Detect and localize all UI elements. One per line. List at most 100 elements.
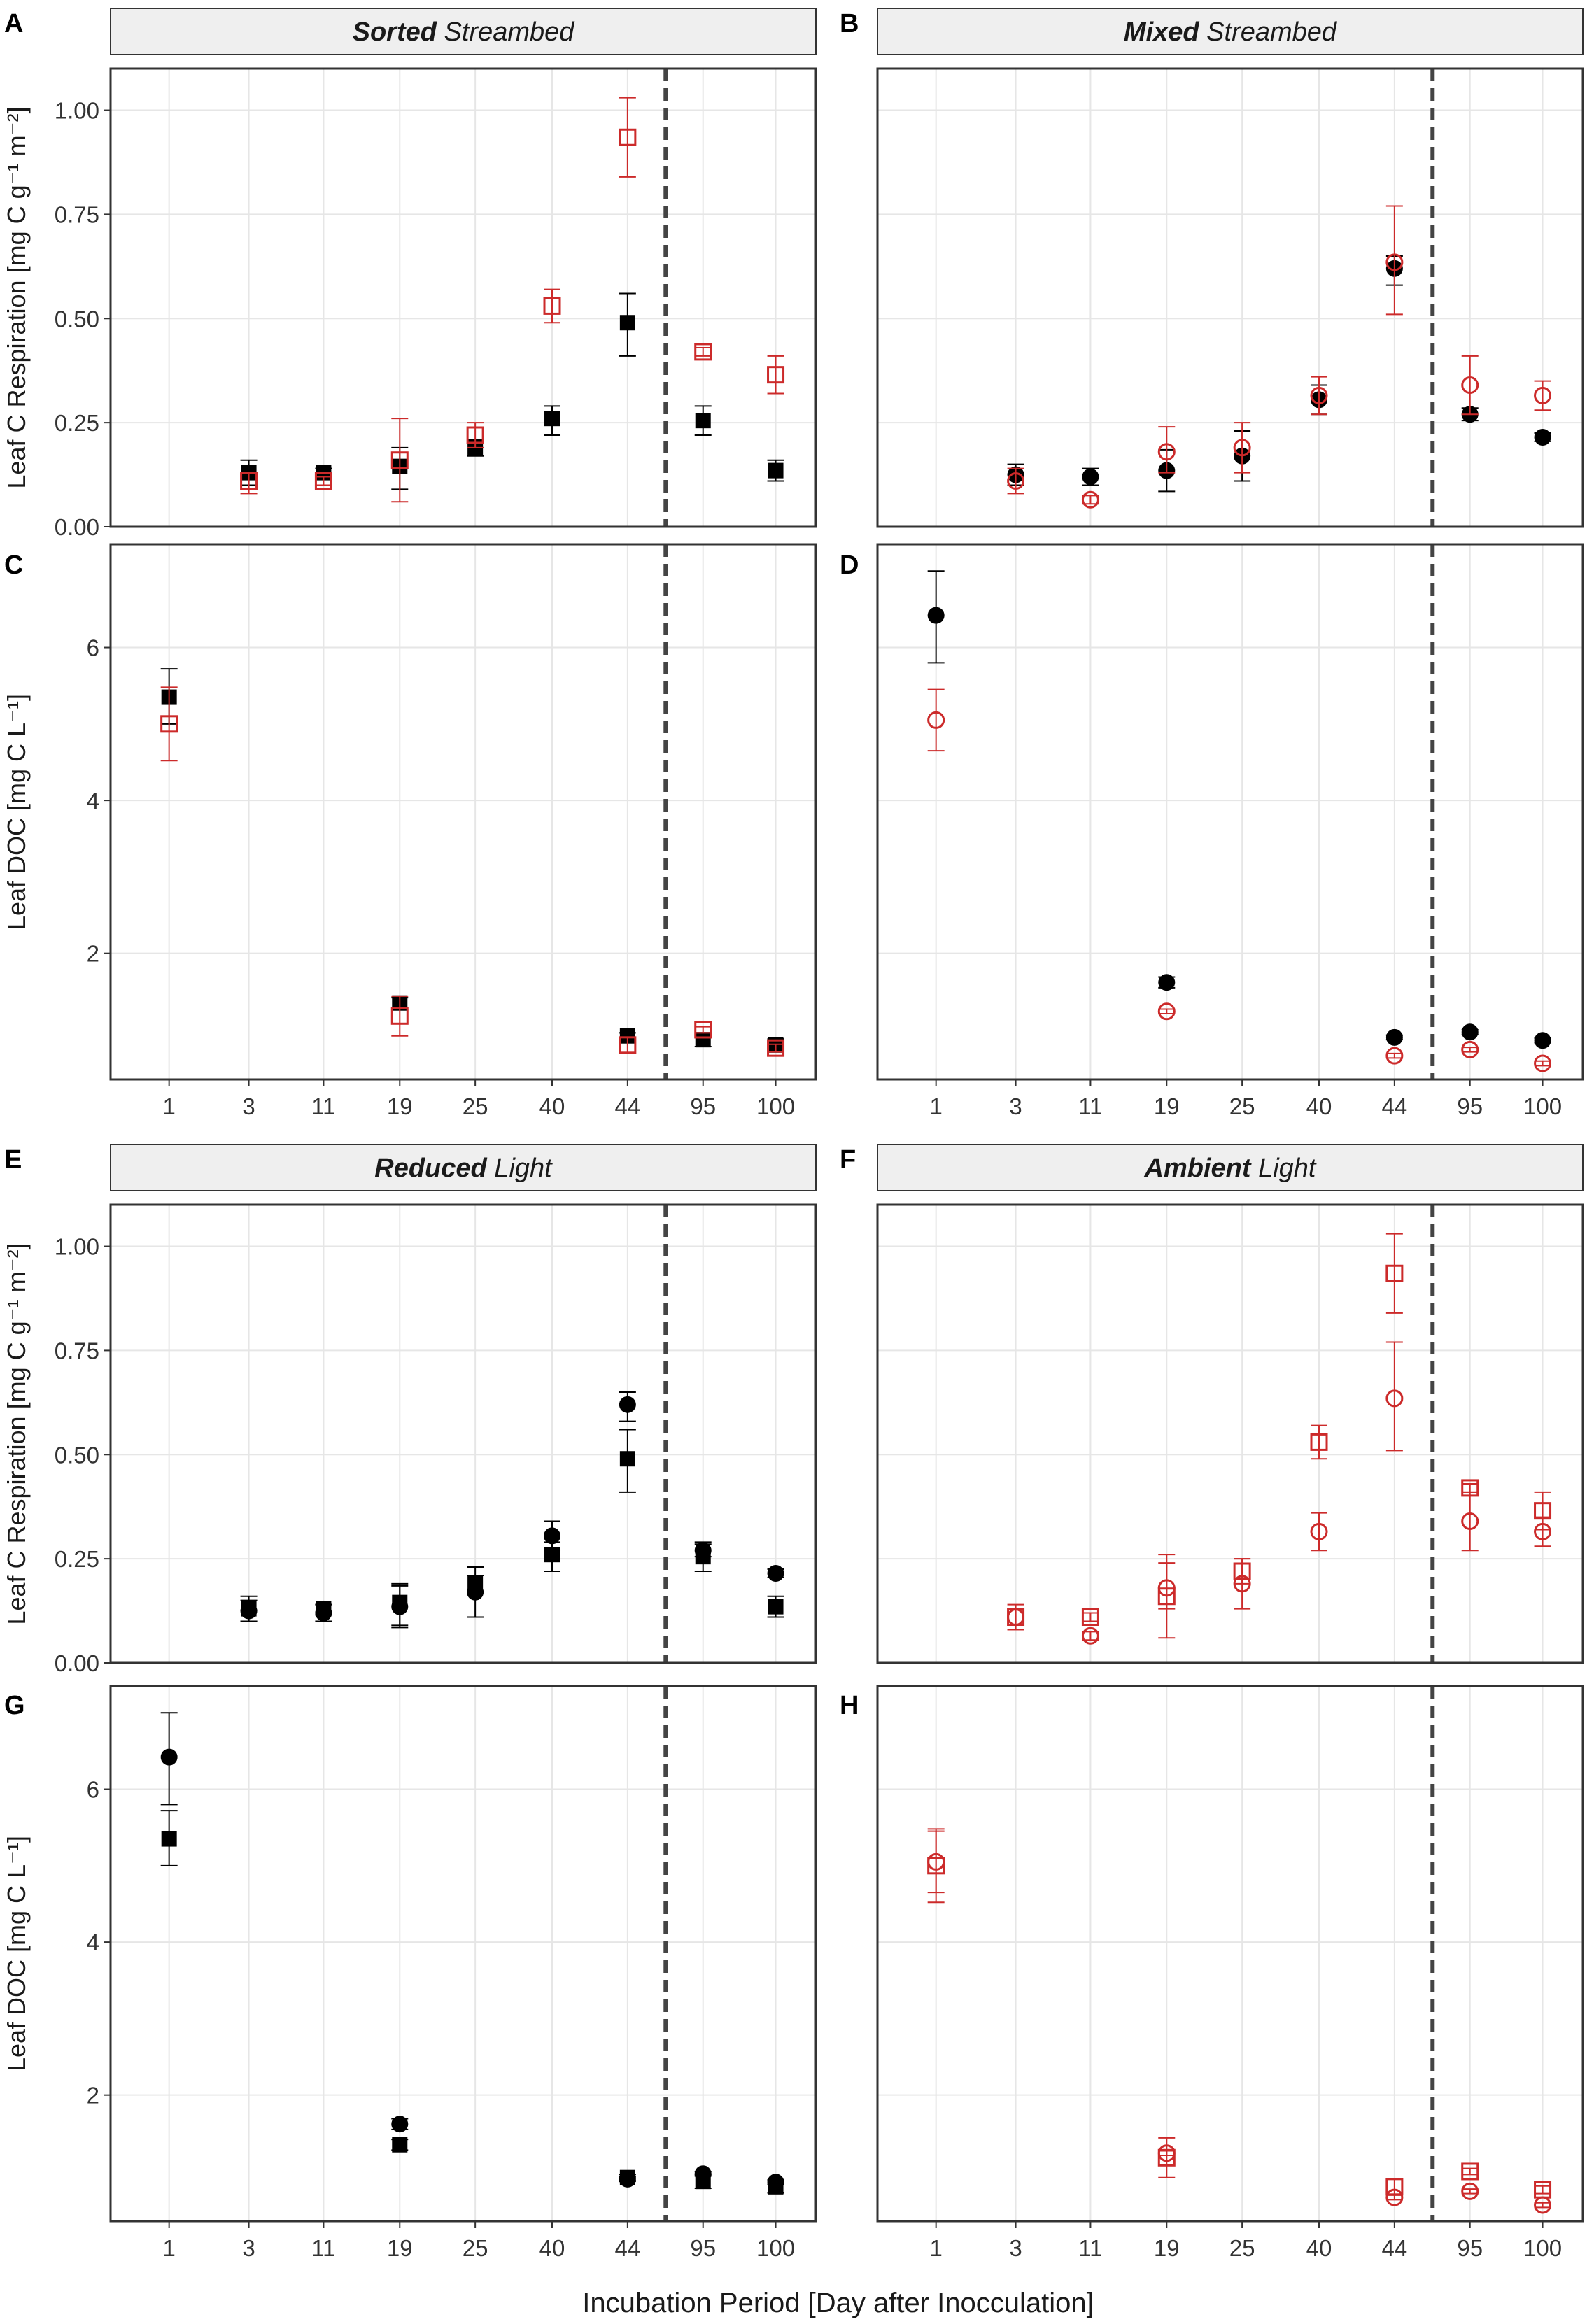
data-point [1385, 253, 1404, 271]
panel-a: A Sorted Streambed 0.00 0.25 0.50 0.75 1.00 Lea… [2, 8, 817, 540]
data-point [391, 2116, 409, 2133]
data-point [1534, 1522, 1552, 1540]
x-tick-label: 1 [162, 2235, 175, 2261]
data-point [768, 462, 784, 479]
data-point [619, 315, 635, 331]
data-point [619, 2170, 636, 2188]
panel-border [109, 67, 817, 528]
y-axis-title: Leaf DOC [mg C L⁻¹] [2, 1836, 31, 2071]
panel-g: G 2 4 6 Leaf DOC [mg C L⁻¹] 1 3 11 19 25 40 44 95 100 [2, 1685, 817, 2261]
series [240, 1391, 784, 1629]
strip-title: Ambient Light [1144, 1154, 1317, 1183]
strip-header [877, 1144, 1584, 1191]
data-point [768, 1599, 784, 1615]
data-point [927, 1852, 945, 1871]
plot-area [111, 69, 816, 527]
y-tick-label: 1.00 [55, 98, 99, 124]
data-point [1461, 2162, 1479, 2181]
panel-f: F Ambient Light [840, 1144, 1584, 1664]
x-tick-label: 100 [1523, 1093, 1562, 1119]
data-point [1385, 2178, 1404, 2196]
strip-title-bold: Mixed [1124, 17, 1199, 47]
panel-border [109, 1203, 817, 1664]
x-tick-label: 100 [756, 2235, 795, 2261]
x-tick-label: 19 [1154, 1093, 1180, 1119]
data-point [619, 1036, 637, 1054]
strip-title-bold: Reduced [374, 1154, 487, 1183]
series [160, 1712, 784, 2191]
data-point [1534, 386, 1552, 404]
x-tick-label: 40 [539, 1093, 565, 1119]
y-tick-label: 4 [87, 1929, 99, 1955]
data-point [466, 426, 484, 444]
data-point [619, 128, 637, 146]
x-tick-label: 40 [539, 2235, 565, 2261]
data-point [1081, 1608, 1099, 1626]
strip-title-rest: Streambed [1199, 17, 1338, 47]
data-point [1385, 1264, 1404, 1282]
plot-area [111, 544, 816, 1079]
data-point [1461, 1512, 1479, 1531]
data-point [1385, 1047, 1404, 1065]
data-point [927, 711, 945, 729]
x-tick-label: 1 [162, 1093, 175, 1119]
panel-border [876, 67, 1584, 528]
data-point [1310, 1433, 1328, 1451]
panel-border [109, 543, 817, 1081]
data-point [1534, 428, 1551, 446]
y-tick-label: 6 [87, 635, 99, 661]
data-point [1081, 490, 1099, 509]
data-point [1233, 1575, 1251, 1593]
data-point [1385, 2188, 1404, 2206]
series [1007, 1341, 1552, 1645]
data-point [544, 411, 560, 427]
data-point [1007, 1608, 1025, 1626]
x-tick-label: 40 [1306, 2235, 1332, 2261]
data-point [619, 1396, 636, 1413]
y-tick-label: 4 [87, 788, 99, 814]
data-point [1157, 1579, 1176, 1597]
panel-d: D 1 3 11 19 25 40 44 95 100 [840, 543, 1584, 1119]
strip-title-bold: Sorted [353, 17, 437, 47]
x-tick-label: 3 [242, 2235, 255, 2261]
x-tick-label: 1 [929, 1093, 942, 1119]
panel-label: C [4, 551, 23, 580]
series [240, 97, 785, 503]
data-point [390, 451, 409, 469]
y-axis-title: Leaf C Respiration [mg C g⁻¹ m⁻²] [2, 1242, 31, 1624]
data-point [391, 1598, 409, 1615]
data-point [695, 1032, 711, 1048]
series [927, 1830, 1552, 2214]
x-tick-label: 100 [756, 1093, 795, 1119]
panel-border [109, 1685, 817, 2223]
data-point [694, 1021, 712, 1039]
strip-title: Sorted Streambed [353, 17, 576, 47]
x-tick-label: 11 [1078, 1093, 1102, 1119]
x-tick-label: 44 [615, 2235, 641, 2261]
data-point [1461, 1023, 1479, 1041]
plot-area [877, 1686, 1583, 2221]
x-tick-label: 3 [1009, 2235, 1022, 2261]
panel-border [876, 543, 1584, 1081]
strip-title-rest: Streambed [437, 17, 575, 47]
data-point [1007, 472, 1025, 490]
data-point [1157, 443, 1176, 461]
data-point [694, 1542, 712, 1559]
x-tick-label: 3 [1009, 1093, 1022, 1119]
data-point [767, 1039, 785, 1057]
y-tick-label: 0.25 [55, 1546, 99, 1572]
data-point [1461, 2182, 1479, 2200]
strip-header [877, 8, 1584, 55]
x-tick-label: 19 [387, 2235, 413, 2261]
data-point [240, 1602, 258, 1620]
x-tick-label: 25 [1229, 2235, 1255, 2261]
x-tick-label: 3 [242, 1093, 255, 1119]
data-point [1157, 2144, 1176, 2162]
strip-title-rest: Light [487, 1154, 553, 1183]
data-point [1385, 1028, 1403, 1046]
panel-c: C 2 4 6 Leaf DOC [mg C L⁻¹] 1 3 11 19 25 40 44 95 100 [2, 543, 817, 1119]
plot-area [877, 544, 1583, 1079]
panel-label: G [4, 1691, 25, 1720]
x-axis-title: Incubation Period [Day after Inocculatio… [582, 2288, 1094, 2318]
